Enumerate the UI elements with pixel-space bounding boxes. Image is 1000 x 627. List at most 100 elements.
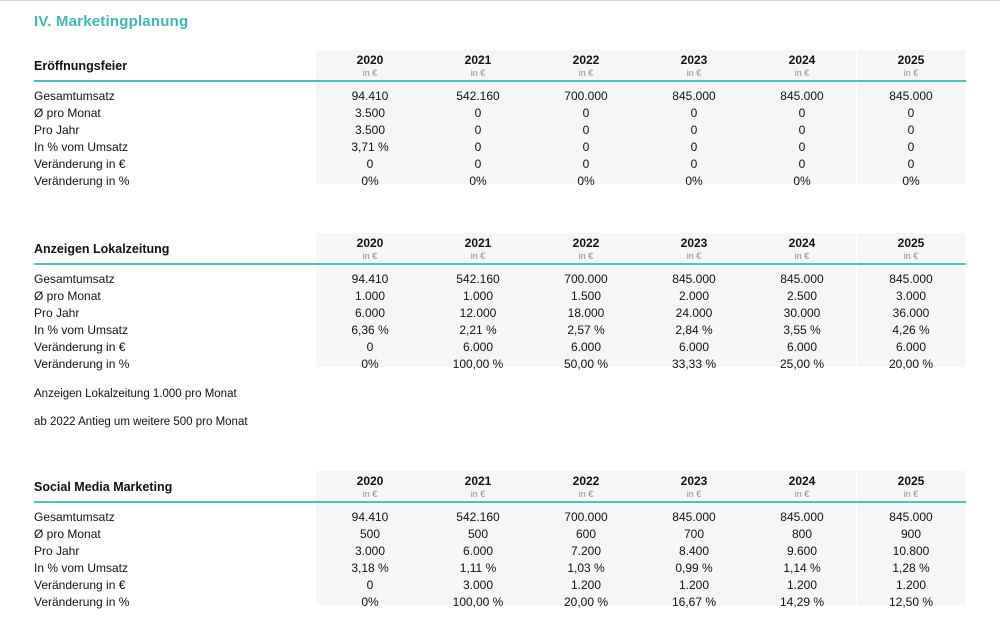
- table-cell: 6.000: [678, 340, 710, 354]
- unit-label: in €: [903, 68, 919, 78]
- column-shade: [748, 471, 856, 605]
- table-cell: 0: [690, 157, 698, 171]
- section-2: 2020 in €2021 in €2022 in €2023 in €2024 in €…: [0, 471, 1000, 611]
- table-cell: 50,00 %: [563, 357, 609, 371]
- table-cell: 0%: [361, 357, 379, 371]
- table-cell: 3.000: [354, 544, 386, 558]
- table-cell: 700.000: [564, 272, 608, 286]
- table-cell: 2,57 %: [567, 323, 605, 337]
- table-cell: 1,14 %: [783, 561, 821, 575]
- column-shade: [424, 50, 532, 184]
- table-cell: 1.000: [462, 289, 494, 303]
- year-header: 2024 in €: [748, 233, 856, 262]
- row-label: Veränderung in %: [34, 174, 130, 188]
- unit-label: in €: [686, 489, 702, 499]
- table-cell: 0%: [577, 174, 595, 188]
- table-cell: 542.160: [456, 510, 500, 524]
- row-label: Gesamtumsatz: [34, 89, 115, 103]
- column-shade: [424, 471, 532, 605]
- table-cell: 2.500: [786, 289, 818, 303]
- table-cell: 845.000: [780, 272, 824, 286]
- year-label: 2025: [897, 53, 925, 67]
- table-cell: 542.160: [456, 272, 500, 286]
- row-label: Pro Jahr: [34, 306, 80, 320]
- year-header: 2022 in €: [532, 50, 640, 79]
- row-label: In % vom Umsatz: [34, 323, 129, 337]
- year-label: 2023: [680, 474, 708, 488]
- table-cell: 0,99 %: [675, 561, 713, 575]
- year-label: 2022: [572, 53, 600, 67]
- table-cell: 10.800: [892, 544, 930, 558]
- table-cell: 0%: [902, 174, 920, 188]
- table-cell: 845.000: [889, 510, 933, 524]
- year-label: 2022: [572, 474, 600, 488]
- table-cell: 25,00 %: [779, 357, 825, 371]
- table-cell: 845.000: [672, 272, 716, 286]
- header-divider: [34, 501, 966, 503]
- table-cell: 0: [798, 123, 806, 137]
- table-cell: 0: [907, 106, 915, 120]
- unit-label: in €: [470, 251, 486, 261]
- row-label: Ø pro Monat: [34, 289, 101, 303]
- table-cell: 0%: [685, 174, 703, 188]
- table-cell: 0: [474, 123, 482, 137]
- year-label: 2024: [788, 474, 816, 488]
- year-header: 2020 in €: [316, 50, 424, 79]
- year-label: 2023: [680, 53, 708, 67]
- unit-label: in €: [578, 68, 594, 78]
- table-cell: 0%: [793, 174, 811, 188]
- table-cell: 100,00 %: [452, 357, 504, 371]
- unit-label: in €: [362, 489, 378, 499]
- table-cell: 6.000: [462, 340, 494, 354]
- table-cell: 3,18 %: [351, 561, 389, 575]
- table-cell: 0: [907, 140, 915, 154]
- table-cell: 500: [467, 527, 489, 541]
- table-cell: 6.000: [462, 544, 494, 558]
- table-cell: 800: [791, 527, 813, 541]
- table-cell: 0: [582, 157, 590, 171]
- table-cell: 900: [900, 527, 922, 541]
- column-shade: [640, 471, 748, 605]
- table-cell: 3,71 %: [351, 140, 389, 154]
- unit-label: in €: [362, 251, 378, 261]
- column-shade: [532, 471, 640, 605]
- unit-label: in €: [794, 489, 810, 499]
- row-label: Pro Jahr: [34, 123, 80, 137]
- year-header: 2025 in €: [857, 50, 965, 79]
- row-label: Veränderung in €: [34, 340, 126, 354]
- row-label: Veränderung in €: [34, 157, 126, 171]
- year-label: 2025: [897, 236, 925, 250]
- table-cell: 3.000: [895, 289, 927, 303]
- section-title: Eröffnungsfeier: [34, 59, 128, 73]
- year-label: 2023: [680, 236, 708, 250]
- section-0: 2020 in €2021 in €2022 in €2023 in €2024 in €…: [0, 50, 1000, 190]
- year-header: 2024 in €: [748, 471, 856, 500]
- table-cell: 0: [690, 123, 698, 137]
- table-cell: 4,26 %: [892, 323, 930, 337]
- unit-label: in €: [686, 251, 702, 261]
- table-cell: 0%: [361, 174, 379, 188]
- table-cell: 0: [474, 157, 482, 171]
- column-shade: [748, 50, 856, 184]
- table-cell: 700: [683, 527, 705, 541]
- row-label: In % vom Umsatz: [34, 140, 129, 154]
- table-cell: 0: [907, 123, 915, 137]
- section-1: 2020 in €2021 in €2022 in €2023 in €2024 in €…: [0, 233, 1000, 373]
- year-label: 2024: [788, 236, 816, 250]
- column-shade: [857, 233, 965, 367]
- table-cell: 0: [798, 106, 806, 120]
- year-header: 2021 in €: [424, 50, 532, 79]
- table-cell: 94.410: [351, 510, 389, 524]
- table-cell: 3.500: [354, 123, 386, 137]
- year-header: 2023 in €: [640, 233, 748, 262]
- row-label: In % vom Umsatz: [34, 561, 129, 575]
- table-cell: 100,00 %: [452, 595, 504, 609]
- table-cell: 30.000: [783, 306, 821, 320]
- year-header: 2022 in €: [532, 471, 640, 500]
- table-cell: 1.200: [895, 578, 927, 592]
- table-cell: 600: [575, 527, 597, 541]
- table-cell: 0: [366, 340, 374, 354]
- column-shade: [532, 50, 640, 184]
- year-header: 2020 in €: [316, 233, 424, 262]
- table-cell: 1.200: [678, 578, 710, 592]
